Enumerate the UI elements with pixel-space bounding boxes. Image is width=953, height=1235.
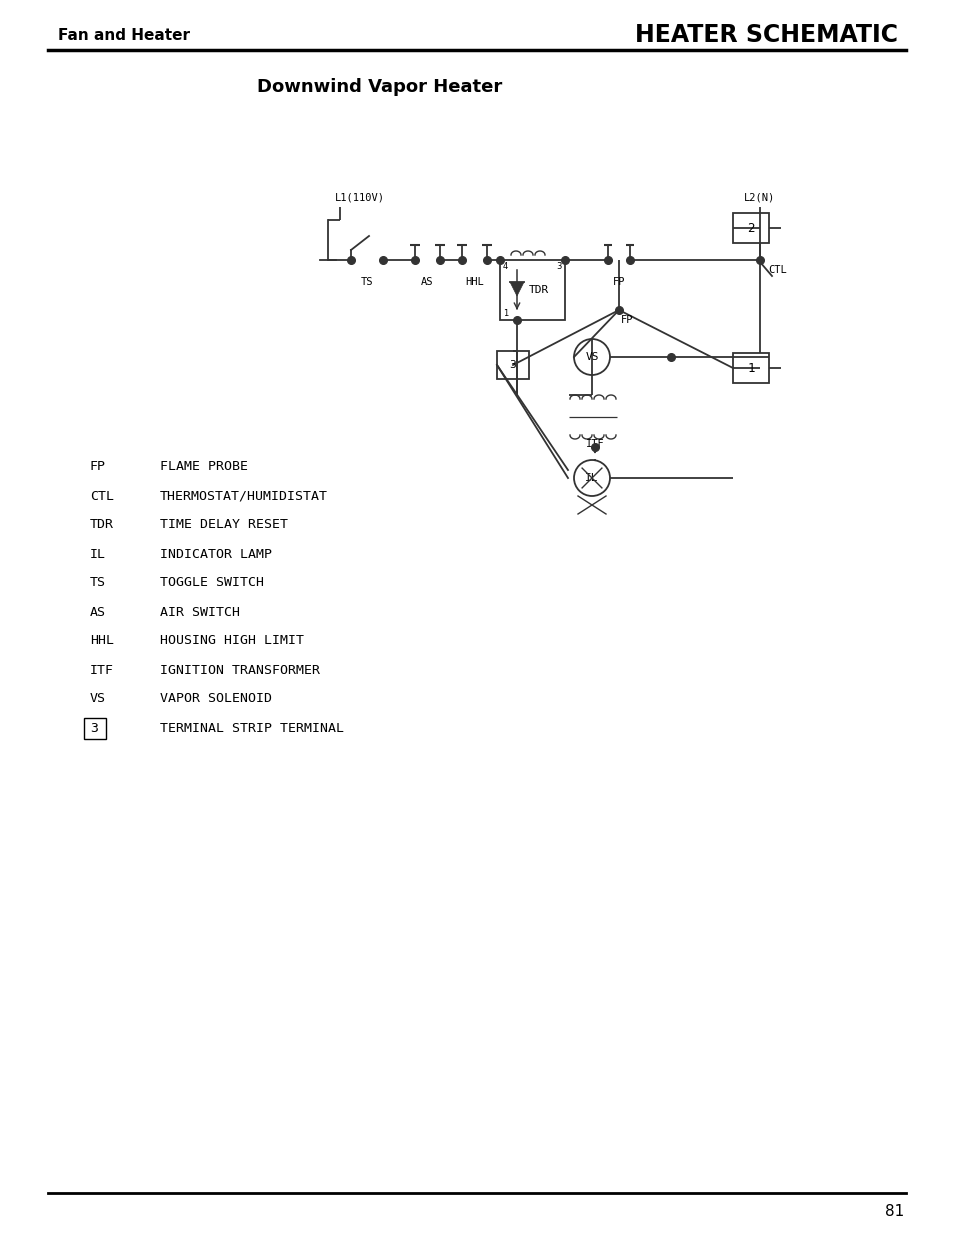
Text: FP: FP xyxy=(90,461,106,473)
Bar xyxy=(497,351,529,379)
Text: TDR: TDR xyxy=(528,285,548,295)
Text: FP: FP xyxy=(612,277,624,287)
Text: 3: 3 xyxy=(556,262,561,270)
Text: AIR SWITCH: AIR SWITCH xyxy=(160,605,240,619)
Text: TDR: TDR xyxy=(90,519,113,531)
Polygon shape xyxy=(510,282,523,296)
Text: HEATER SCHEMATIC: HEATER SCHEMATIC xyxy=(635,23,897,47)
Text: INDICATOR LAMP: INDICATOR LAMP xyxy=(160,547,272,561)
Text: VS: VS xyxy=(90,693,106,705)
Text: TIME DELAY RESET: TIME DELAY RESET xyxy=(160,519,288,531)
Text: L2(N): L2(N) xyxy=(743,193,775,203)
Text: 4: 4 xyxy=(502,262,508,270)
Text: 3: 3 xyxy=(90,721,98,735)
Text: CTL: CTL xyxy=(90,489,113,503)
Text: VAPOR SOLENOID: VAPOR SOLENOID xyxy=(160,693,272,705)
Text: CTL: CTL xyxy=(767,266,786,275)
Text: 2: 2 xyxy=(746,221,754,235)
Text: AS: AS xyxy=(90,605,106,619)
Text: THERMOSTAT/HUMIDISTAT: THERMOSTAT/HUMIDISTAT xyxy=(160,489,328,503)
Text: IL: IL xyxy=(584,473,598,483)
Text: HHL: HHL xyxy=(90,635,113,647)
Text: FLAME PROBE: FLAME PROBE xyxy=(160,461,248,473)
Text: IGNITION TRANSFORMER: IGNITION TRANSFORMER xyxy=(160,663,319,677)
Text: ITF: ITF xyxy=(90,663,113,677)
Text: TS: TS xyxy=(360,277,373,287)
Bar xyxy=(84,718,106,739)
Text: TS: TS xyxy=(90,577,106,589)
Text: Fan and Heater: Fan and Heater xyxy=(58,27,190,42)
Text: L1(110V): L1(110V) xyxy=(335,193,385,203)
Text: 3: 3 xyxy=(509,359,516,370)
Text: VS: VS xyxy=(584,352,598,362)
Bar xyxy=(732,353,768,383)
Text: TERMINAL STRIP TERMINAL: TERMINAL STRIP TERMINAL xyxy=(160,721,344,735)
Text: HHL: HHL xyxy=(465,277,483,287)
Bar xyxy=(732,212,768,243)
Text: AS: AS xyxy=(421,277,434,287)
Text: Downwind Vapor Heater: Downwind Vapor Heater xyxy=(257,78,502,96)
Text: IL: IL xyxy=(90,547,106,561)
Text: 81: 81 xyxy=(884,1203,903,1219)
Text: ITF: ITF xyxy=(585,438,604,450)
Text: FP: FP xyxy=(620,315,633,325)
Text: HOUSING HIGH LIMIT: HOUSING HIGH LIMIT xyxy=(160,635,304,647)
Text: 1: 1 xyxy=(746,362,754,374)
Text: 1: 1 xyxy=(502,309,508,317)
Bar xyxy=(499,261,564,320)
Text: TOGGLE SWITCH: TOGGLE SWITCH xyxy=(160,577,264,589)
